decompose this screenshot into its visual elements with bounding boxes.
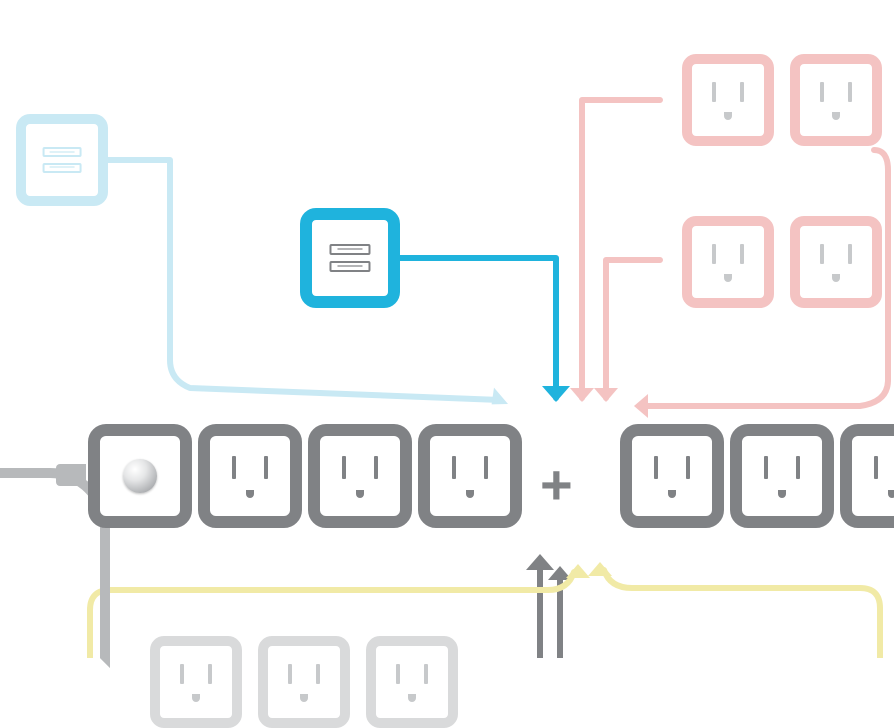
red-outlet-2-module [790, 54, 882, 146]
outlet-module [418, 424, 522, 528]
red-outlet-1-module [682, 54, 774, 146]
outlet-module [198, 424, 302, 528]
outlet-module [150, 636, 242, 728]
outlet-module [620, 424, 724, 528]
red-arrow-curve-arrowhead [634, 394, 648, 418]
outlet-icon [383, 653, 441, 711]
red-arrow-1 [582, 100, 660, 398]
usb-faded-module [16, 114, 108, 206]
power-button-module [88, 424, 192, 528]
red-arrow-2-arrowhead [594, 388, 618, 402]
outlet-icon [807, 71, 865, 129]
gray-arrow-1-arrowhead [526, 554, 554, 570]
red-arrow-1-arrowhead [570, 388, 594, 402]
power-button-icon [123, 459, 157, 493]
outlet-icon [275, 653, 333, 711]
outlet-icon [750, 444, 814, 508]
yellow-arrow-2 [604, 570, 880, 658]
outlet-icon [699, 71, 757, 129]
usb-icon [316, 224, 384, 292]
cord-plug-icon [56, 464, 86, 486]
yellow-arrow-2-arrowhead [588, 562, 612, 576]
outlet-icon [218, 444, 282, 508]
usb-main-module [300, 208, 400, 308]
blue-main-arrow-arrowhead [542, 386, 570, 402]
outlet-module [840, 424, 894, 528]
usb-icon [30, 128, 95, 193]
outlet-module [308, 424, 412, 528]
outlet-icon [167, 653, 225, 711]
red-outlet-3-module [682, 216, 774, 308]
outlet-icon [328, 444, 392, 508]
red-outlet-4-module [790, 216, 882, 308]
outlet-icon [699, 233, 757, 291]
outlet-icon [860, 444, 894, 508]
outlet-module [258, 636, 350, 728]
outlet-icon [640, 444, 704, 508]
outlet-module [366, 636, 458, 728]
outlet-icon [438, 444, 502, 508]
blue-main-arrow [400, 258, 556, 398]
blue-faded-arrow-arrowhead [492, 388, 508, 405]
red-arrow-2 [606, 260, 660, 398]
yellow-arrow-1-arrowhead [566, 564, 590, 578]
outlet-icon [807, 233, 865, 291]
plus-icon: + [540, 452, 573, 517]
outlet-module [730, 424, 834, 528]
